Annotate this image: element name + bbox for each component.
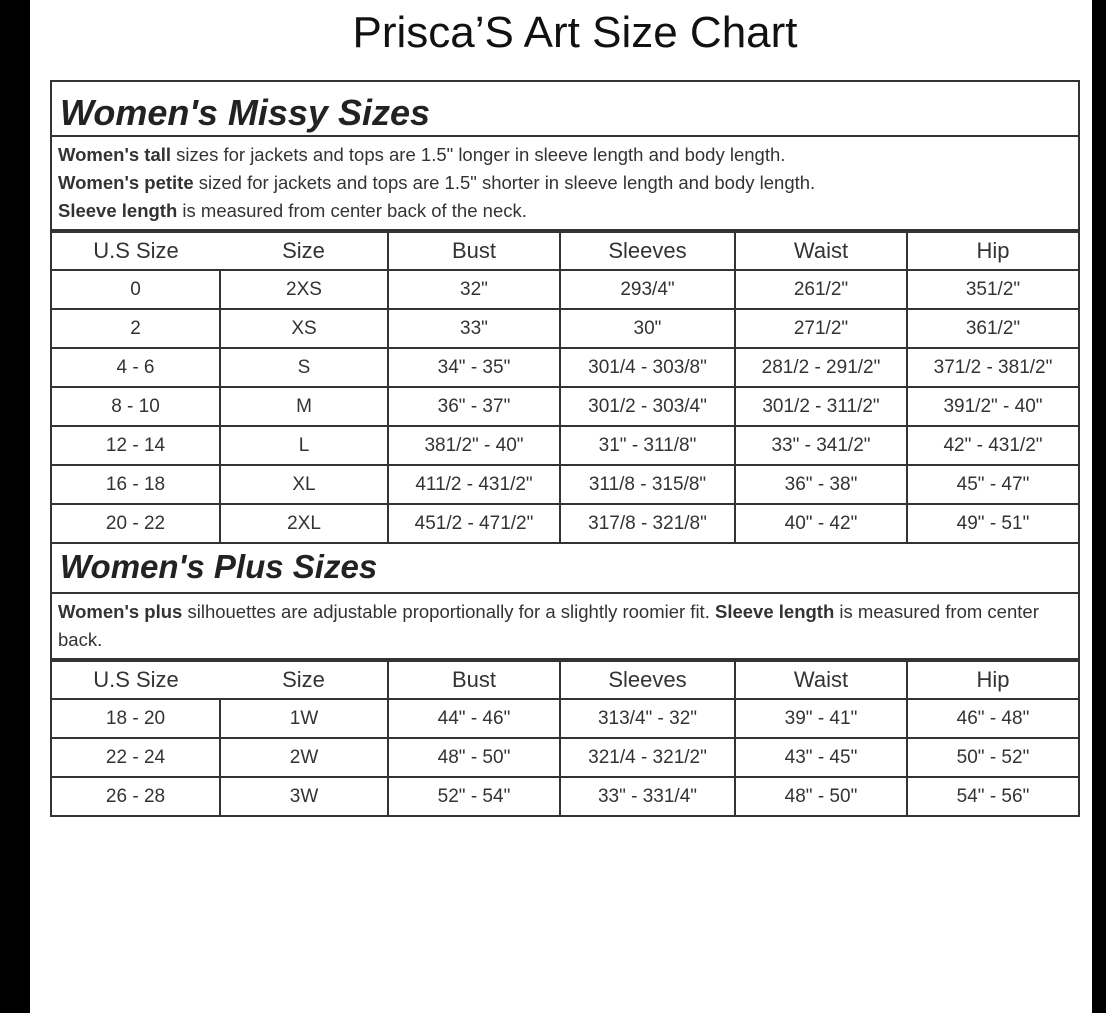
table-cell: 381/2" - 40" xyxy=(387,425,561,466)
table-cell: 301/2 - 311/2" xyxy=(734,386,908,427)
column-header: Bust xyxy=(387,231,561,271)
column-header: Size xyxy=(220,660,389,700)
table-cell: 271/2" xyxy=(734,308,908,349)
plus-heading: Women's Plus Sizes xyxy=(52,544,1078,594)
table-cell: 48" - 50" xyxy=(387,737,561,778)
note-tall: Women's tall sizes for jackets and tops … xyxy=(58,144,786,165)
table-cell: 39" - 41" xyxy=(734,698,908,739)
table-cell: 261/2" xyxy=(734,269,908,310)
note-sleeve: Sleeve length is measured from center ba… xyxy=(58,200,527,221)
table-row: 2 XS 33" 30" 271/2" 361/2" xyxy=(52,308,1078,349)
table-row: 8 - 10 M 36" - 37" 301/2 - 303/4" 301/2 - 31… xyxy=(52,386,1078,427)
table-cell: 3W xyxy=(219,776,389,815)
table-cell: 371/2 - 381/2" xyxy=(906,347,1078,388)
table-cell: 4 - 6 xyxy=(52,347,221,388)
table-cell: 52" - 54" xyxy=(387,776,561,815)
plus-size-table: U.S Size Size Bust Sleeves Waist Hip 18 - 20 1W… xyxy=(52,660,1078,815)
table-cell: 33" xyxy=(387,308,561,349)
table-cell: 317/8 - 321/8" xyxy=(559,503,736,544)
table-cell: XL xyxy=(219,464,389,505)
table-cell: 49" - 51" xyxy=(906,503,1078,544)
column-header: Waist xyxy=(734,660,908,700)
table-cell: 1W xyxy=(219,698,389,739)
table-cell: 16 - 18 xyxy=(52,464,221,505)
table-cell: 391/2" - 40" xyxy=(906,386,1078,427)
table-cell: 313/4" - 32" xyxy=(559,698,736,739)
table-cell: 42" - 431/2" xyxy=(906,425,1078,466)
column-header: U.S Size xyxy=(52,231,220,271)
table-cell: 351/2" xyxy=(906,269,1078,310)
right-black-border xyxy=(1092,0,1106,1013)
table-cell: S xyxy=(219,347,389,388)
table-cell: 20 - 22 xyxy=(52,503,221,544)
table-cell: 22 - 24 xyxy=(52,737,221,778)
column-header: Sleeves xyxy=(559,660,736,700)
table-cell: 36" - 37" xyxy=(387,386,561,427)
table-cell: 411/2 - 431/2" xyxy=(387,464,561,505)
note-petite: Women's petite sized for jackets and top… xyxy=(58,172,816,193)
table-cell: 2XL xyxy=(219,503,389,544)
table-row: 4 - 6 S 34" - 35" 301/4 - 303/8" 281/2 - 291… xyxy=(52,347,1078,388)
header-row: U.S Size Size Bust Sleeves Waist Hip xyxy=(52,231,1078,271)
missy-notes: Women's tall sizes for jackets and tops … xyxy=(52,137,1078,231)
table-cell: 33" - 331/4" xyxy=(559,776,736,815)
table-cell: 8 - 10 xyxy=(52,386,221,427)
table-row: 22 - 24 2W 48" - 50" 321/4 - 321/2" 43" - 45… xyxy=(52,737,1078,778)
table-cell: 44" - 46" xyxy=(387,698,561,739)
table-cell: 301/4 - 303/8" xyxy=(559,347,736,388)
table-cell: 311/8 - 315/8" xyxy=(559,464,736,505)
table-cell: 40" - 42" xyxy=(734,503,908,544)
table-cell: 361/2" xyxy=(906,308,1078,349)
left-black-border xyxy=(0,0,30,1013)
table-cell: 281/2 - 291/2" xyxy=(734,347,908,388)
column-header: Hip xyxy=(906,231,1078,271)
table-cell: 293/4" xyxy=(559,269,736,310)
plus-note: Women's plus silhouettes are adjustable … xyxy=(52,594,1078,660)
table-cell: 26 - 28 xyxy=(52,776,221,815)
size-chart: Women's Missy Sizes Women's tall sizes f… xyxy=(50,80,1080,817)
table-cell: 45" - 47" xyxy=(906,464,1078,505)
table-cell: 33" - 341/2" xyxy=(734,425,908,466)
table-cell: 2 xyxy=(52,308,221,349)
table-cell: 18 - 20 xyxy=(52,698,221,739)
header-row: U.S Size Size Bust Sleeves Waist Hip xyxy=(52,660,1078,700)
column-header: U.S Size xyxy=(52,660,220,700)
table-row: 16 - 18 XL 411/2 - 431/2" 311/8 - 315/8" 36"… xyxy=(52,464,1078,505)
table-cell: 451/2 - 471/2" xyxy=(387,503,561,544)
table-row: 18 - 20 1W 44" - 46" 313/4" - 32" 39" - 41" 4… xyxy=(52,698,1078,739)
table-row: 20 - 22 2XL 451/2 - 471/2" 317/8 - 321/8" 40… xyxy=(52,503,1078,544)
column-header: Bust xyxy=(387,660,561,700)
table-cell: 30" xyxy=(559,308,736,349)
column-header: Size xyxy=(220,231,389,271)
table-cell: 43" - 45" xyxy=(734,737,908,778)
missy-heading: Women's Missy Sizes xyxy=(52,82,1078,137)
table-cell: 2XS xyxy=(219,269,389,310)
table-cell: 12 - 14 xyxy=(52,425,221,466)
table-cell: 301/2 - 303/4" xyxy=(559,386,736,427)
table-cell: 46" - 48" xyxy=(906,698,1078,739)
table-cell: 321/4 - 321/2" xyxy=(559,737,736,778)
table-cell: 31" - 311/8" xyxy=(559,425,736,466)
table-cell: XS xyxy=(219,308,389,349)
table-cell: 54" - 56" xyxy=(906,776,1078,815)
missy-size-table: U.S Size Size Bust Sleeves Waist Hip 0 2XS 32" 29… xyxy=(52,231,1078,544)
table-cell: 36" - 38" xyxy=(734,464,908,505)
table-cell: 32" xyxy=(387,269,561,310)
column-header: Hip xyxy=(906,660,1078,700)
table-cell: 34" - 35" xyxy=(387,347,561,388)
column-header: Sleeves xyxy=(559,231,736,271)
table-cell: 2W xyxy=(219,737,389,778)
page-title: Prisca’S Art Size Chart xyxy=(352,8,798,57)
table-cell: M xyxy=(219,386,389,427)
column-header: Waist xyxy=(734,231,908,271)
table-row: 12 - 14 L 381/2" - 40" 31" - 311/8" 33" - 34… xyxy=(52,425,1078,466)
table-cell: 48" - 50" xyxy=(734,776,908,815)
table-row: 26 - 28 3W 52" - 54" 33" - 331/4" 48" - 50" 5… xyxy=(52,776,1078,815)
table-cell: 50" - 52" xyxy=(906,737,1078,778)
table-cell: 0 xyxy=(52,269,221,310)
table-row: 0 2XS 32" 293/4" 261/2" 351/2" xyxy=(52,269,1078,310)
table-cell: L xyxy=(219,425,389,466)
